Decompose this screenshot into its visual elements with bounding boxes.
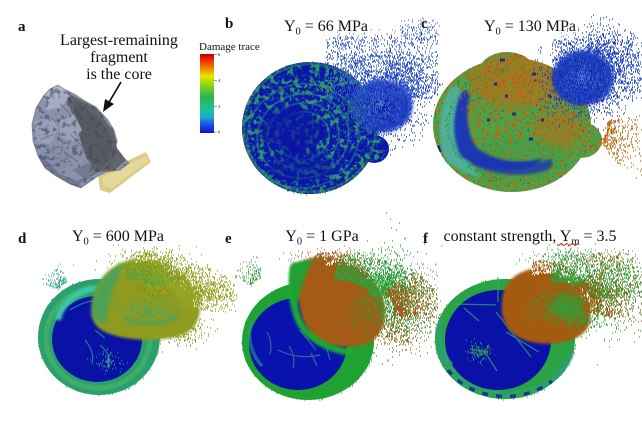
svg-text:Y0 = 130 MPa: Y0 = 130 MPa (484, 18, 576, 38)
svg-text:a: a (18, 19, 26, 35)
svg-text:b: b (225, 16, 233, 32)
svg-text:Y0 = 66 MPa: Y0 = 66 MPa (284, 18, 368, 38)
svg-text:c: c (421, 16, 428, 32)
svg-text:e: e (225, 231, 232, 247)
svg-text:2: 2 (218, 104, 220, 109)
svg-text:6: 6 (218, 52, 221, 57)
svg-text:0: 0 (218, 130, 221, 135)
svg-text:Y0 = 600 MPa: Y0 = 600 MPa (72, 228, 164, 248)
svg-text:is the core: is the core (86, 66, 152, 83)
svg-text:f: f (423, 231, 429, 247)
svg-text:Damage trace: Damage trace (199, 41, 260, 53)
svg-text:fragment: fragment (90, 49, 148, 66)
svg-text:4: 4 (218, 78, 221, 83)
svg-text:Y0 = 1 GPa: Y0 = 1 GPa (285, 228, 358, 248)
svg-text:Largest-remaining: Largest-remaining (60, 32, 178, 49)
svg-text:d: d (18, 231, 27, 247)
svg-text:constant strength, Ym = 3.5: constant strength, Ym = 3.5 (443, 228, 616, 248)
